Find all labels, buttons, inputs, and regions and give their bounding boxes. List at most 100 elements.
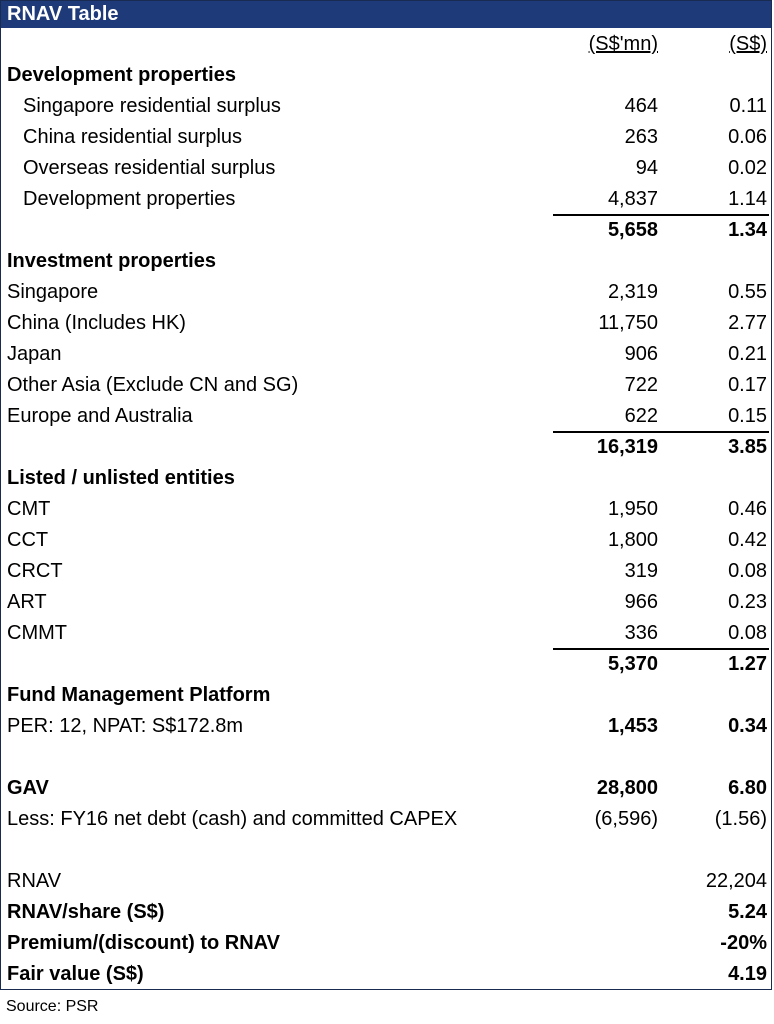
row-value-smn: 622 [624,405,658,427]
row-label: RNAV [7,870,62,892]
row-value-smn: 722 [624,374,658,396]
row-value-sgd: 0.23 [728,591,767,613]
row-value-sgd: 6.80 [728,777,767,799]
row-label: Singapore residential surplus [23,95,281,117]
table-row: Other Asia (Exclude CN and SG) 722 0.17 [1,369,771,400]
row-value-smn: 966 [624,591,658,613]
table-title: RNAV Table [1,1,771,28]
table-row: CRCT 319 0.08 [1,555,771,586]
row-label: Premium/(discount) to RNAV [7,932,280,954]
premium-row: Premium/(discount) to RNAV -20% [1,927,771,958]
row-value-sgd: 0.02 [728,157,767,179]
row-value-sgd: 0.15 [728,405,767,427]
header-col-smn: (S$'mn) [588,33,658,55]
row-value-sgd: -20% [720,932,767,954]
row-value-smn: 336 [624,622,658,644]
subtotal-value-sgd: 1.27 [728,653,767,675]
section-heading-listed: Listed / unlisted entities [1,462,771,493]
row-value-sgd: 4.19 [728,963,767,985]
row-value-sgd: 0.21 [728,343,767,365]
row-value-smn: 2,319 [607,281,658,303]
table-row: Singapore 2,319 0.55 [1,276,771,307]
subtotal-row-listed: 5,370 1.27 [1,648,771,679]
table-row: Japan 906 0.21 [1,338,771,369]
row-label: ART [7,591,47,613]
row-value-sgd: 0.17 [728,374,767,396]
table-row: CMT 1,950 0.46 [1,493,771,524]
subtotal-value-sgd: 1.34 [728,219,767,241]
section-heading-label: Investment properties [7,250,216,272]
row-value-sgd: 0.34 [728,715,767,737]
table-row: Singapore residential surplus 464 0.11 [1,90,771,121]
section-heading-label: Development properties [7,64,236,86]
row-label: CMT [7,498,51,520]
subtotal-value-sgd: 3.85 [728,436,767,458]
row-label: Japan [7,343,62,365]
less-row: Less: FY16 net debt (cash) and committed… [1,803,771,834]
gav-row: GAV 28,800 6.80 [1,772,771,803]
section-heading-development: Development properties [1,59,771,90]
row-value-sgd: 0.11 [729,95,767,117]
row-value-smn: 1,453 [607,715,658,737]
subtotal-row-development: 5,658 1.34 [1,214,771,245]
row-label: Singapore [7,281,99,303]
table-row: Europe and Australia 622 0.15 [1,400,771,431]
row-label: CCT [7,529,49,551]
row-label: PER: 12, NPAT: S$172.8m [7,715,244,737]
table-row: China residential surplus 263 0.06 [1,121,771,152]
spacer [1,834,771,865]
row-label: Development properties [23,188,236,210]
table-row: Development properties 4,837 1.14 [1,183,771,214]
row-value-smn: 1,800 [607,529,658,551]
row-value-smn: 906 [624,343,658,365]
row-value-sgd: 1.14 [728,188,767,210]
subtotal-value-smn: 5,370 [607,653,658,675]
header-col-sgd: (S$) [729,33,767,55]
row-label: Less: FY16 net debt (cash) and committed… [7,808,458,830]
row-label: China residential surplus [23,126,243,148]
row-label: China (Includes HK) [7,312,186,334]
row-value-sgd: 0.06 [728,126,767,148]
row-value-sgd: 0.08 [728,560,767,582]
table-row: CMMT 336 0.08 [1,617,771,648]
header-row: (S$'mn) (S$) [1,28,771,59]
row-value-smn: 263 [624,126,658,148]
row-value-sgd: 0.08 [728,622,767,644]
row-value-smn: 28,800 [596,777,658,799]
row-value-sgd: 2.77 [728,312,767,334]
row-value-smn: (6,596) [594,808,658,830]
fair-value-row: Fair value (S$) 4.19 [1,958,771,989]
table-row: ART 966 0.23 [1,586,771,617]
section-heading-investment: Investment properties [1,245,771,276]
row-value-smn: 94 [635,157,658,179]
row-label: Europe and Australia [7,405,193,427]
row-value-smn: 4,837 [607,188,658,210]
row-value-sgd: 0.42 [728,529,767,551]
row-value-smn: 319 [624,560,658,582]
table-row: Overseas residential surplus 94 0.02 [1,152,771,183]
row-label: Overseas residential surplus [23,157,276,179]
subtotal-value-smn: 5,658 [607,219,658,241]
row-label: Fair value (S$) [7,963,144,985]
row-label: RNAV/share (S$) [7,901,165,923]
row-value-smn: 11,750 [598,312,658,334]
rnav-share-row: RNAV/share (S$) 5.24 [1,896,771,927]
subtotal-row-investment: 16,319 3.85 [1,431,771,462]
subtotal-value-smn: 16,319 [596,436,658,458]
row-label: CMMT [7,622,67,644]
spacer [1,741,771,772]
row-label: Other Asia (Exclude CN and SG) [7,374,299,396]
table-row: CCT 1,800 0.42 [1,524,771,555]
table-row: PER: 12, NPAT: S$172.8m 1,453 0.34 [1,710,771,741]
section-heading-label: Fund Management Platform [7,684,271,706]
row-value-sgd: (1.56) [714,808,767,830]
table-row: China (Includes HK) 11,750 2.77 [1,307,771,338]
row-value-sgd: 5.24 [728,901,767,923]
section-heading-label: Listed / unlisted entities [7,467,235,489]
source-note: Source: PSR [6,998,99,1015]
row-value-sgd: 22,204 [705,870,767,892]
row-value-sgd: 0.55 [728,281,767,303]
rnav-table: RNAV Table (S$'mn) (S$) Development prop… [0,0,772,990]
row-value-sgd: 0.46 [728,498,767,520]
row-value-smn: 1,950 [607,498,658,520]
